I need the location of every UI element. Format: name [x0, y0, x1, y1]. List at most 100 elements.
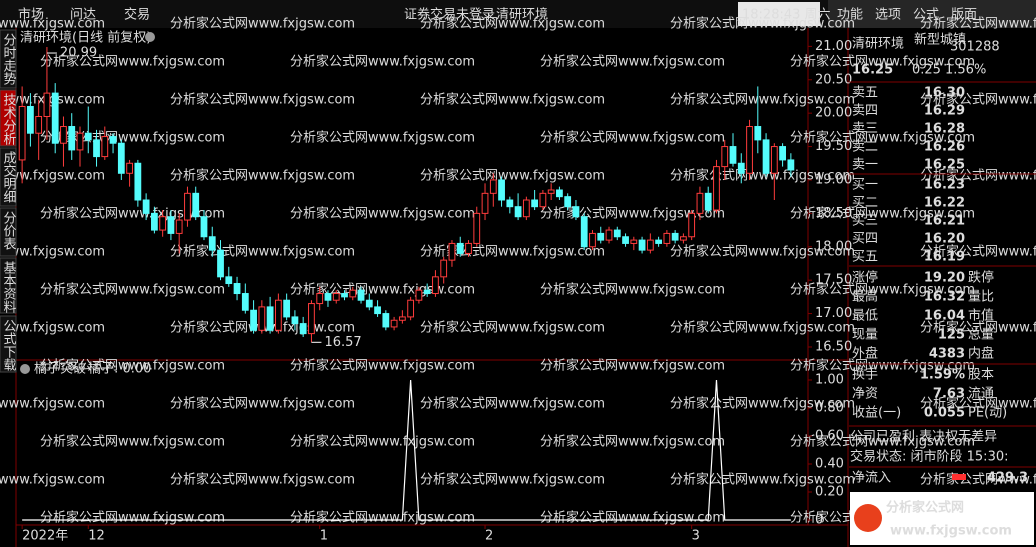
stat-label: 涨停	[852, 270, 878, 286]
book-price: 16.28	[924, 122, 965, 137]
menu-item[interactable]: 公式	[913, 8, 939, 23]
note: 公司已盈利 表决权无差异	[850, 429, 997, 445]
book-price: 16.26	[924, 140, 965, 155]
candle-body	[27, 105, 34, 134]
book-price: 16.23	[924, 178, 965, 193]
candle-body	[580, 216, 588, 248]
book-price: 16.19	[924, 250, 965, 265]
watermark: 分析家公式网www.fxjgsw.com	[0, 244, 105, 260]
menu-item[interactable]: 版面	[951, 8, 977, 23]
candle-body	[299, 323, 307, 335]
book-label: 卖二	[852, 140, 878, 155]
candle-body	[192, 192, 200, 218]
watermark: 分析家公式网www.fxjgsw.com	[670, 472, 855, 488]
candle-body	[43, 92, 51, 118]
stat-value: 0.055	[924, 406, 965, 421]
pane-icon	[145, 32, 155, 42]
menu-item[interactable]: 选项	[875, 8, 901, 23]
y-tick-label: 16.50	[815, 339, 852, 354]
candle-body	[713, 166, 720, 211]
candle-body	[704, 192, 712, 211]
stock-code: 301288	[950, 40, 1000, 55]
watermark: 分析家公式网www.fxjgsw.com	[790, 54, 975, 70]
candle-body	[522, 199, 530, 218]
indicator-line	[22, 379, 791, 521]
watermark: 分析家公式网www.fxjgsw.com	[670, 320, 855, 336]
menu-bar	[828, 0, 1036, 28]
side-tab[interactable]	[0, 315, 17, 373]
menu-item[interactable]: 市场	[18, 7, 44, 23]
stat-value: 7.63	[933, 387, 965, 402]
watermark: 分析家公式网www.fxjgsw.com	[40, 130, 225, 146]
pane-icon	[20, 364, 30, 374]
x-tick-label: 2	[485, 529, 493, 544]
side-tab-label[interactable]: 技术分析	[1, 93, 17, 145]
book-label: 卖五	[852, 86, 878, 101]
book-label: 买二	[852, 196, 878, 211]
side-tab[interactable]	[0, 89, 17, 147]
book-price: 16.29	[924, 104, 965, 119]
side-tab-label[interactable]: 分时走势	[1, 33, 17, 86]
candle-body	[208, 236, 216, 251]
stat-value: 125	[938, 328, 965, 343]
candle-body	[18, 105, 26, 161]
candle-body	[68, 126, 76, 151]
candle-body	[167, 216, 175, 234]
watermark: 分析家公式网www.fxjgsw.com	[670, 244, 855, 260]
watermark: 分析家公式网www.fxjgsw.com	[670, 16, 855, 32]
book-label: 买一	[852, 178, 878, 193]
candle-body	[308, 303, 315, 335]
candle-body	[597, 232, 605, 241]
watermarks: 分析家公式网www.fxjgsw.com 分析家公式网www.fxjgsw.com…	[0, 16, 1036, 526]
side-tab-label[interactable]: 基本资料	[1, 261, 17, 313]
stat-value: 1.59%	[920, 368, 965, 383]
watermark: 分析家公式网www.fxjgsw.com	[0, 168, 105, 184]
watermark: 分析家公式网www.fxjgsw.com	[790, 434, 975, 450]
watermark: 分析家公式网www.fxjgsw.com	[290, 206, 475, 222]
side-tab-label[interactable]: 成交明细	[1, 151, 17, 203]
book-label: 买五	[852, 250, 878, 265]
x-tick-label: 1	[320, 529, 328, 544]
candle-body	[316, 293, 324, 305]
candle-body	[200, 216, 208, 238]
watermark: 分析家公式网www.fxjgsw.com	[790, 130, 975, 146]
stat-value: 16.32	[924, 290, 965, 305]
stat-label: 内盘	[968, 346, 994, 362]
side-tab-label[interactable]: 公式下载	[1, 319, 17, 372]
candle-body	[217, 249, 224, 278]
candle-body	[250, 309, 257, 331]
candle-body	[762, 139, 770, 174]
y-tick-label: 18.50	[815, 206, 852, 221]
side-tab[interactable]	[0, 147, 17, 207]
menu-item[interactable]: 问达	[70, 8, 96, 23]
y-tick-label: 17.50	[815, 273, 852, 288]
candle-body	[539, 192, 547, 208]
side-tab[interactable]	[0, 257, 17, 314]
y-tick-label: 20.50	[815, 72, 852, 87]
watermark: 分析家公式网www.fxjgsw.com	[290, 510, 475, 526]
watermark: 分析家公式网www.fxjgsw.com	[40, 510, 225, 526]
candle-body	[514, 206, 522, 218]
candle-body	[60, 126, 67, 144]
candle-body	[76, 132, 84, 151]
candle-body	[721, 146, 729, 168]
side-tab[interactable]	[0, 207, 17, 257]
annotation-label: 16.57	[324, 335, 361, 350]
side-tab[interactable]	[0, 29, 17, 89]
candle-body	[688, 212, 696, 238]
side-tab-label[interactable]: 分价表	[1, 211, 17, 250]
candle-body	[117, 142, 125, 174]
watermark: 分析家公式网www.fxjgsw.com	[920, 16, 1036, 32]
watermark: 分析家公式网www.fxjgsw.com	[0, 472, 105, 488]
menu-item[interactable]: 功能	[837, 8, 863, 23]
candle-body	[332, 293, 340, 301]
pct: 1.56%	[945, 63, 986, 78]
book-label: 卖四	[852, 104, 878, 119]
status-text: 证券交易未登录	[404, 7, 495, 23]
stat-value: 19.20	[924, 271, 965, 286]
menu-item[interactable]: 交易	[124, 7, 150, 23]
book-label: 卖一	[852, 158, 878, 173]
candle-body	[241, 293, 249, 311]
